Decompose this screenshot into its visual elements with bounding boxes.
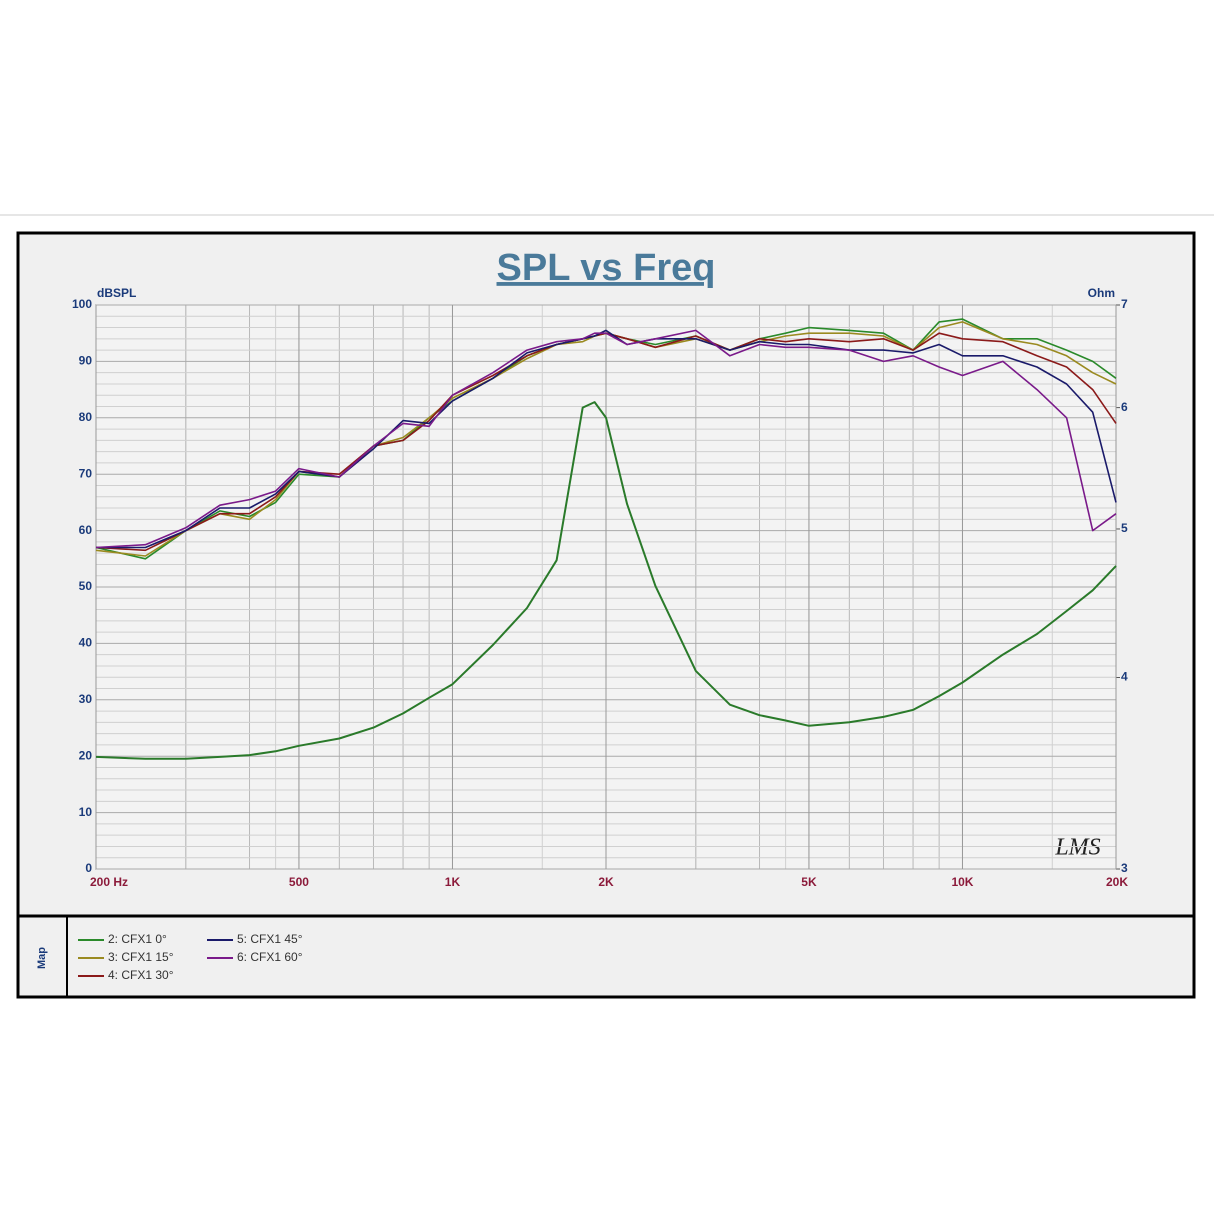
y-tick-label: 80 (79, 410, 93, 424)
series-line (95, 401, 1117, 760)
legend-label: 6: CFX1 60° (237, 950, 303, 964)
legend-label: 2: CFX1 0° (108, 932, 167, 946)
series-line (96, 329, 1117, 549)
y2-tick-label: 6 (1121, 400, 1128, 414)
x-tick-label: 5K (801, 875, 817, 889)
x-tick-label: 2K (598, 875, 614, 889)
y-axis-label: dBSPL (97, 286, 136, 300)
x-tick-label: 500 (289, 875, 309, 889)
y-tick-label: 50 (79, 579, 93, 593)
y2-tick-label: 5 (1121, 521, 1128, 535)
y-tick-label: 60 (79, 523, 93, 537)
y2-tick-label: 7 (1121, 297, 1128, 311)
legend-label: 4: CFX1 30° (108, 968, 174, 982)
y-tick-label: 70 (79, 466, 93, 480)
watermark: LMS (1054, 835, 1100, 861)
y-tick-label: 90 (79, 354, 93, 368)
y2-tick-label: 3 (1121, 861, 1128, 875)
series-line (95, 329, 1117, 549)
y2-tick-label: 4 (1121, 670, 1128, 684)
legend-label: 3: CFX1 15° (108, 950, 174, 964)
y-tick-label: 20 (79, 748, 93, 762)
x-tick-label: 1K (445, 875, 461, 889)
legend-title: Map (36, 947, 48, 969)
y-tick-label: 40 (79, 636, 93, 650)
y-tick-label: 10 (79, 805, 93, 819)
y-tick-label: 0 (85, 861, 92, 875)
x-tick-label: 20K (1106, 875, 1128, 889)
chart-title: SPL vs Freq (497, 247, 716, 289)
y2-axis-label: Ohm (1088, 286, 1115, 300)
x-tick-label: 10K (951, 875, 973, 889)
x-tick-label: 200 Hz (90, 875, 128, 889)
y-tick-label: 100 (72, 297, 92, 311)
y-tick-label: 30 (79, 692, 93, 706)
legend-label: 5: CFX1 45° (237, 932, 303, 946)
